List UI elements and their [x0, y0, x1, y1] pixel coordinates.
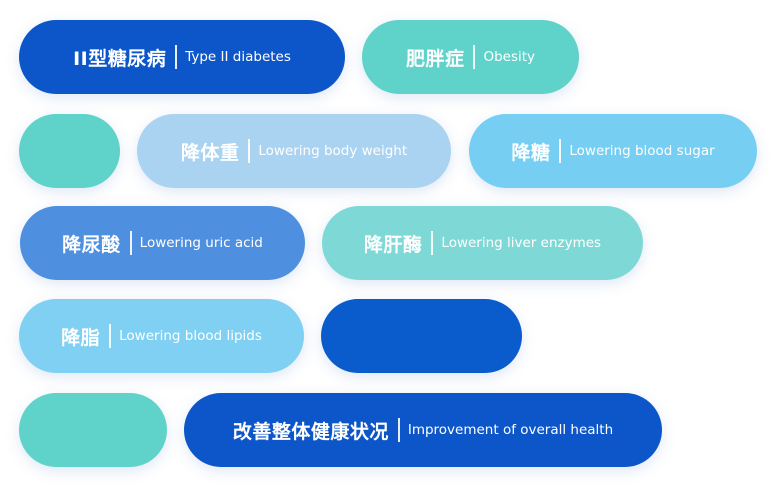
tag-label-en: Lowering uric acid	[139, 235, 263, 251]
tag-divider	[473, 45, 476, 69]
tag-lowering-blood-sugar: 降糖 Lowering blood sugar	[469, 114, 757, 188]
tag-divider	[175, 45, 178, 69]
tag-label-zh: 改善整体健康状况	[232, 420, 389, 443]
tag-label-en: Lowering liver enzymes	[441, 235, 602, 251]
tag-improvement-overall-health: 改善整体健康状况 Improvement of overall health	[184, 393, 662, 467]
tag-label-en: Type II diabetes	[185, 49, 291, 65]
tag-label-en: Lowering blood sugar	[569, 143, 715, 159]
tag-label-zh: 降脂	[61, 326, 101, 349]
tag-divider	[129, 231, 132, 255]
tag-label-zh: II型糖尿病	[73, 47, 167, 70]
decorative-pill	[321, 299, 522, 373]
tag-label-en: Obesity	[483, 49, 536, 65]
tag-label-en: Lowering blood lipids	[119, 328, 262, 344]
tag-divider	[559, 139, 562, 163]
tag-label-zh: 降肝酶	[363, 233, 423, 256]
decorative-pill	[19, 393, 167, 467]
tag-label-en: Lowering body weight	[258, 143, 408, 159]
tag-label-en: Improvement of overall health	[407, 422, 614, 438]
tag-label-zh: 降糖	[511, 141, 551, 164]
tag-lowering-liver-enzymes: 降肝酶 Lowering liver enzymes	[322, 206, 643, 280]
tag-divider	[248, 139, 251, 163]
tag-type-ii-diabetes: II型糖尿病 Type II diabetes	[19, 20, 345, 94]
decorative-pill	[19, 114, 120, 188]
tag-lowering-uric-acid: 降尿酸 Lowering uric acid	[20, 206, 305, 280]
tag-label-zh: 降体重	[180, 141, 240, 164]
tag-obesity: 肥胖症 Obesity	[362, 20, 579, 94]
tag-divider	[109, 324, 112, 348]
tag-divider	[431, 231, 434, 255]
tag-lowering-blood-lipids: 降脂 Lowering blood lipids	[19, 299, 304, 373]
tag-label-zh: 肥胖症	[405, 47, 465, 70]
tag-divider	[397, 418, 400, 442]
tag-label-zh: 降尿酸	[62, 233, 121, 256]
tag-lowering-body-weight: 降体重 Lowering body weight	[137, 114, 451, 188]
